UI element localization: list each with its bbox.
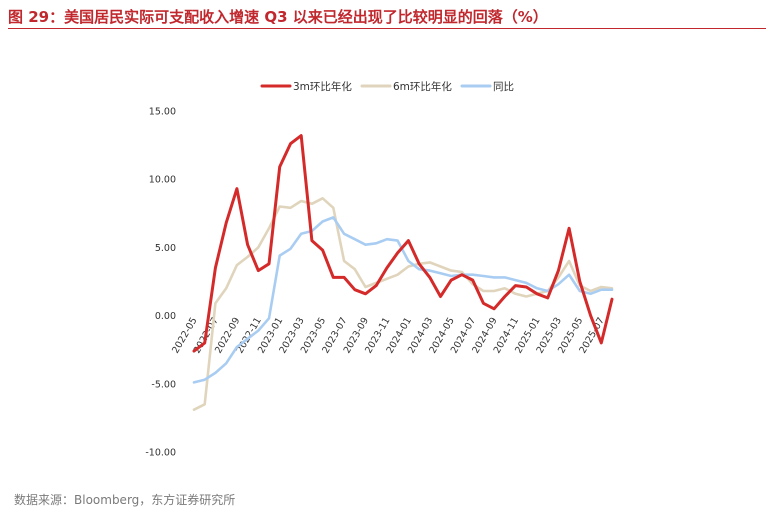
series-line-2 [192,216,614,384]
chart-series [192,134,614,412]
y-tick-label: 5.00 [155,243,176,254]
y-axis: 15.00 10.00 5.00 0.00 -5.00 -10.00 [145,107,176,459]
y-tick-label: 0.00 [155,311,176,322]
legend-label: 同比 [493,80,514,93]
data-source-note: 数据来源：Bloomberg，东方证券研究所 [14,493,236,507]
y-tick-label: 15.00 [149,107,176,118]
series-line-0 [192,134,614,353]
chart-legend: 3m环比年化 6m环比年化 同比 [260,80,514,93]
title-divider [8,28,766,29]
y-tick-label: 10.00 [149,175,176,186]
legend-label: 3m环比年化 [293,80,352,93]
y-tick-label: -10.00 [145,448,176,459]
series-line-1 [192,197,614,412]
y-tick-label: -5.00 [151,379,176,390]
legend-label: 6m环比年化 [393,80,452,93]
figure-title: 图 29：美国居民实际可支配收入增速 Q3 以来已经出现了比较明显的回落（%） [8,8,548,26]
